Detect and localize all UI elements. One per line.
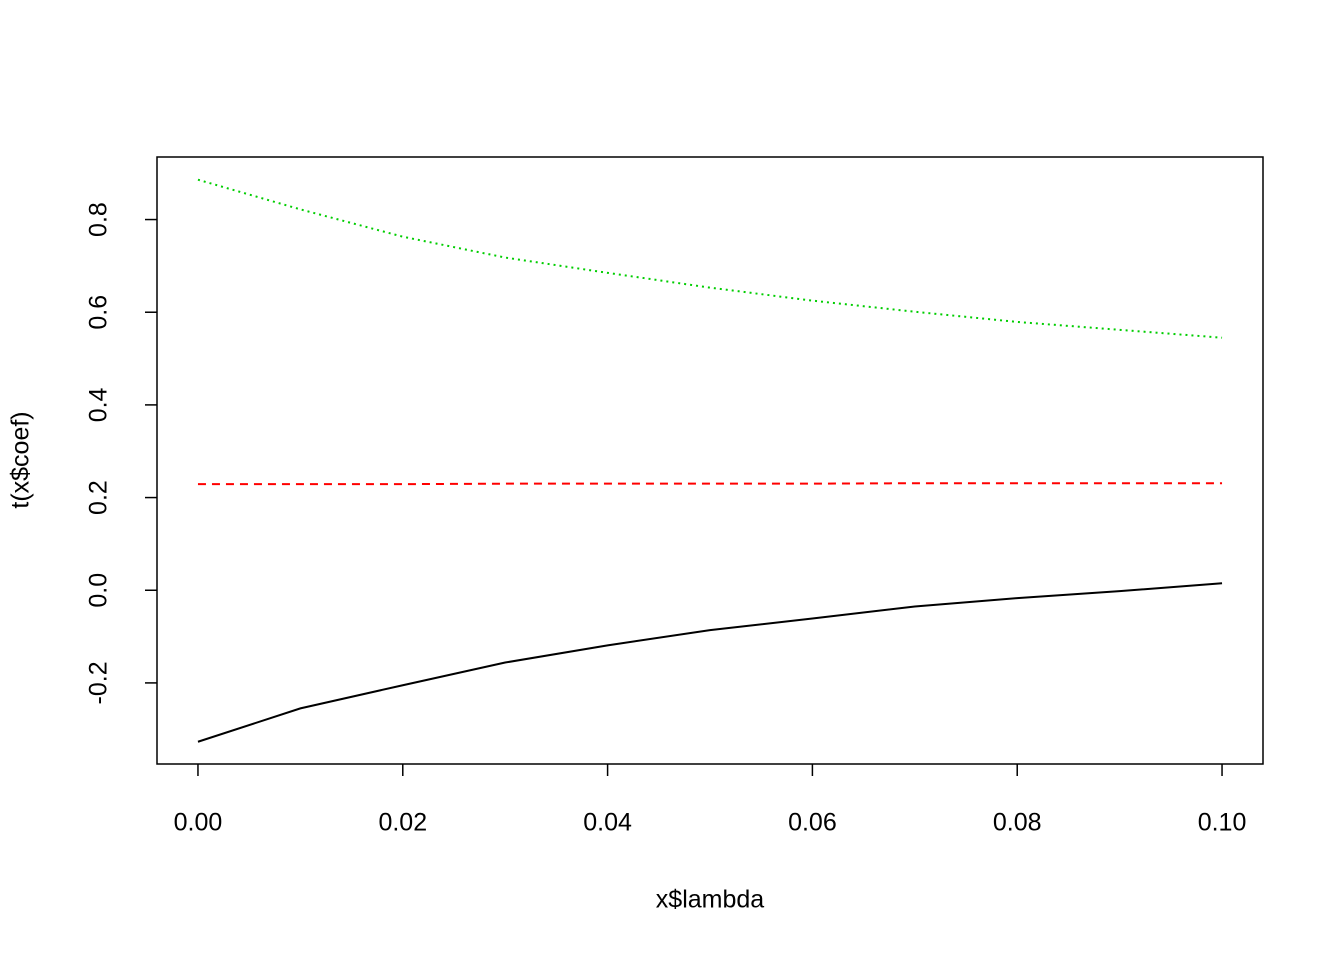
y-axis-title: t(x$coef) — [7, 411, 35, 508]
x-tick-label: 0.08 — [993, 809, 1042, 837]
x-tick-label: 0.00 — [174, 809, 223, 837]
y-tick-label: 0.4 — [85, 387, 113, 422]
x-tick-label: 0.06 — [788, 809, 837, 837]
series-line — [197, 482, 1223, 486]
x-tick-label: 0.02 — [378, 809, 427, 837]
y-tick-label: 0.6 — [85, 295, 113, 330]
y-tick-label: 0.2 — [85, 480, 113, 515]
y-tick-label: 0.8 — [85, 202, 113, 237]
x-axis-title: x$lambda — [656, 886, 764, 914]
series-line — [197, 178, 1223, 339]
series-line — [197, 582, 1223, 743]
x-tick-label: 0.10 — [1198, 809, 1247, 837]
x-tick-label: 0.04 — [583, 809, 632, 837]
plot-box — [156, 156, 1264, 765]
y-tick-label: 0.0 — [85, 573, 113, 608]
y-tick-label: -0.2 — [85, 661, 113, 704]
